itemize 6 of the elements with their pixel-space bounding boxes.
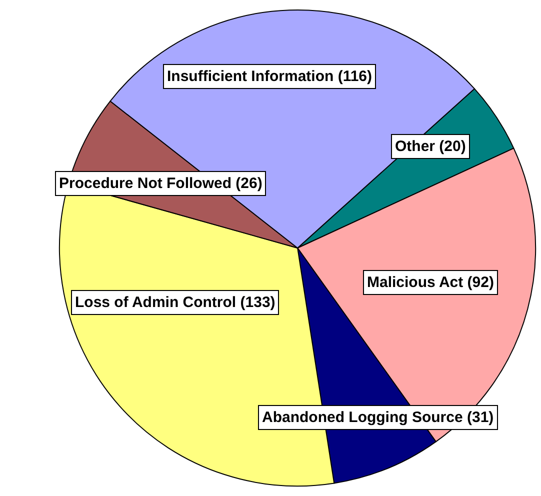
slice-label: Insufficient Information (116): [167, 68, 372, 85]
slice-label: Other (20): [395, 138, 466, 155]
slice-label: Malicious Act (92): [367, 274, 494, 291]
slice-label: Loss of Admin Control (133): [75, 294, 276, 311]
slice-label: Procedure Not Followed (26): [59, 175, 262, 192]
slice-label: Abandoned Logging Source (31): [262, 409, 494, 426]
